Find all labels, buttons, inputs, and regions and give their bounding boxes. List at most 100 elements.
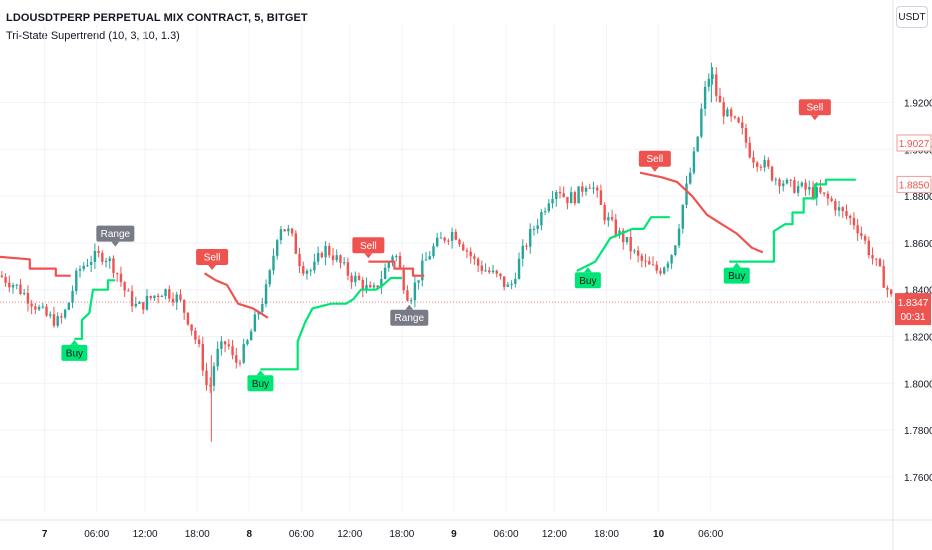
candle-body bbox=[703, 86, 707, 109]
candle-body bbox=[599, 190, 603, 205]
candle-body bbox=[822, 192, 826, 194]
candle-body bbox=[558, 192, 562, 194]
candle-body bbox=[536, 225, 539, 229]
candle-body bbox=[387, 262, 391, 268]
candle-body bbox=[778, 179, 781, 187]
candle-body bbox=[432, 246, 435, 257]
candle-body bbox=[733, 116, 737, 118]
candle-body bbox=[182, 299, 186, 313]
candle-body bbox=[223, 341, 227, 345]
signal-buy-label-pointer bbox=[70, 339, 79, 345]
price-axis-label bbox=[896, 134, 932, 152]
candle-body bbox=[532, 228, 536, 230]
candle-body bbox=[447, 240, 450, 242]
x-tick-label: 7 bbox=[42, 529, 48, 540]
candle-body bbox=[610, 217, 614, 220]
candle-body bbox=[52, 314, 56, 326]
candle-body bbox=[789, 179, 792, 181]
candle-body bbox=[849, 215, 852, 218]
candle-body bbox=[413, 282, 417, 301]
candle-body bbox=[748, 142, 751, 158]
candle-body bbox=[889, 289, 893, 295]
candle-body bbox=[82, 265, 85, 270]
candle-body bbox=[391, 256, 394, 263]
candle-body bbox=[834, 200, 837, 211]
candle-body bbox=[856, 225, 859, 234]
candle-body bbox=[149, 295, 152, 298]
candle-body bbox=[186, 312, 190, 325]
candle-body bbox=[175, 294, 178, 303]
candle-body bbox=[458, 239, 461, 245]
y-tick-label: 1.8800 bbox=[904, 192, 932, 203]
candle-body bbox=[666, 263, 670, 268]
candle-body bbox=[22, 292, 26, 295]
candle-body bbox=[249, 331, 253, 341]
signal-sell-label bbox=[638, 150, 671, 167]
candle-body bbox=[670, 255, 673, 264]
signal-range-label bbox=[390, 309, 429, 326]
candle-body bbox=[700, 108, 703, 137]
candle-body bbox=[0, 275, 4, 277]
signal-buy-label-text: Buy bbox=[66, 348, 83, 359]
candle-body bbox=[331, 255, 335, 261]
candle-body bbox=[465, 250, 469, 252]
candle-body bbox=[156, 295, 160, 297]
candle-body bbox=[681, 204, 684, 229]
price-axis-label-text: 1.9027 bbox=[899, 139, 930, 150]
x-tick-label: 8 bbox=[247, 529, 253, 540]
candle-body bbox=[93, 250, 97, 262]
candle-body bbox=[718, 95, 722, 103]
candle-body bbox=[763, 160, 766, 168]
candle-body bbox=[480, 265, 484, 271]
candle-body bbox=[75, 270, 78, 291]
candle-body bbox=[309, 270, 312, 272]
signal-range-label-pointer bbox=[405, 304, 414, 310]
candle-body bbox=[346, 262, 350, 276]
y-tick-label: 1.9200 bbox=[904, 99, 932, 110]
candle-body bbox=[529, 229, 532, 247]
candle-body bbox=[543, 211, 547, 213]
candle-body bbox=[171, 298, 175, 303]
x-tick-label: 06:00 bbox=[84, 529, 109, 540]
candle-body bbox=[406, 290, 409, 301]
last-price-label bbox=[895, 293, 931, 326]
candle-body bbox=[127, 290, 130, 292]
candle-body bbox=[383, 267, 387, 279]
candle-body bbox=[648, 261, 651, 265]
candle-body bbox=[566, 196, 569, 204]
candle-body bbox=[205, 370, 208, 386]
candle-body bbox=[142, 302, 145, 310]
candle-body bbox=[711, 74, 714, 79]
signal-range-label-text: Range bbox=[101, 229, 131, 240]
candle-body bbox=[636, 250, 640, 256]
y-tick-label: 1.7600 bbox=[904, 473, 932, 484]
candle-body bbox=[770, 166, 774, 181]
currency-button[interactable]: USDT bbox=[896, 6, 928, 28]
candle-body bbox=[354, 275, 357, 283]
x-tick-label: 06:00 bbox=[289, 529, 314, 540]
candle-body bbox=[540, 211, 543, 226]
candle-body bbox=[662, 267, 666, 274]
candle-body bbox=[119, 273, 123, 283]
supertrend-down-line bbox=[0, 255, 71, 277]
indicator-legend[interactable]: Tri-State Supertrend (10, 3, 10, 1.3) bbox=[6, 30, 180, 42]
signal-buy-label bbox=[723, 267, 750, 284]
signal-sell-label-text: Sell bbox=[360, 241, 377, 252]
supertrend-down-line bbox=[368, 260, 425, 277]
candle-body bbox=[510, 283, 513, 285]
symbol-title[interactable]: LDOUSDTPERP PERPETUAL MIX CONTRACT, 5, B… bbox=[6, 12, 308, 24]
candle-body bbox=[197, 339, 201, 345]
candle-body bbox=[67, 302, 71, 310]
candle-body bbox=[800, 182, 804, 187]
price-axis-label bbox=[896, 175, 932, 193]
candle-body bbox=[435, 237, 439, 247]
candle-body bbox=[845, 210, 848, 216]
candle-body bbox=[138, 302, 141, 304]
signal-buy-label-pointer bbox=[256, 370, 265, 376]
candle-body bbox=[551, 198, 554, 204]
y-tick-label: 1.8400 bbox=[904, 286, 932, 297]
candle-body bbox=[380, 278, 383, 288]
candle-body bbox=[502, 276, 506, 287]
